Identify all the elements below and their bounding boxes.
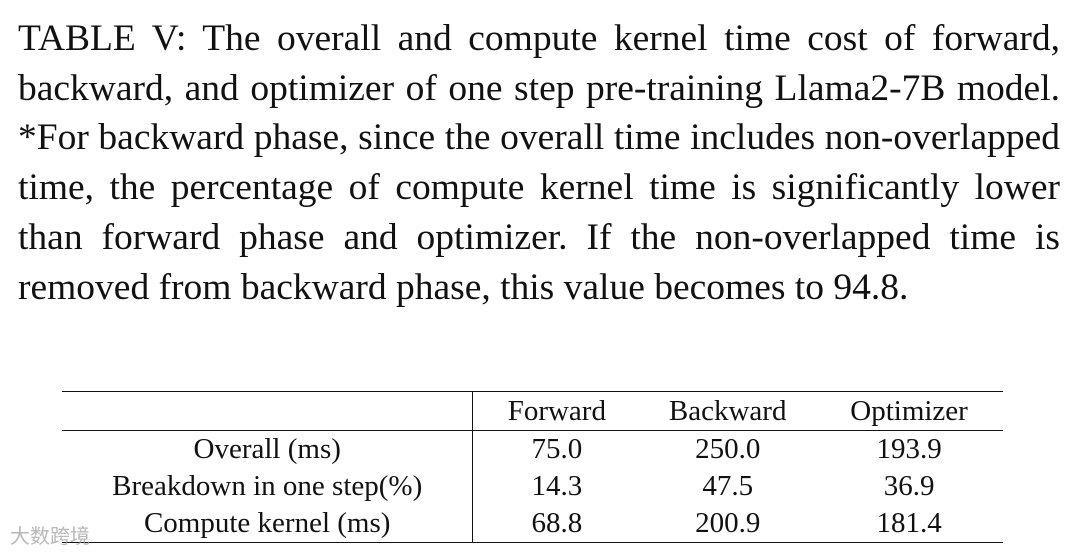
header-cell: Forward [472,391,641,431]
watermark: 大数跨境 [10,524,90,548]
table-caption: TABLE V: The overall and compute kernel … [18,18,1060,308]
table-row: Overall (ms) 75.0 250.0 193.9 [62,430,1003,468]
row-label: Overall (ms) [62,430,474,468]
data-table: Forward Backward Optimizer Overall (ms) … [62,391,1003,543]
row-label: Compute kernel (ms) [62,505,474,543]
cell: 75.0 [531,433,583,465]
table-row: Breakdown in one step(%) 14.3 47.5 36.9 [62,468,1003,505]
row-label: Breakdown in one step(%) [62,468,474,505]
cell: 47.5 [702,470,754,502]
cell: 181.4 [876,507,942,539]
cell: 193.9 [876,433,942,465]
header-cell: Backward [640,391,816,431]
header-cell: Optimizer [815,391,1003,431]
cell: 68.8 [531,507,583,539]
cell: 14.3 [531,470,583,502]
table-row: Compute kernel (ms) 68.8 200.9 181.4 [62,505,1003,543]
header-row: Forward Backward Optimizer [62,391,1003,431]
header-cell [62,391,474,431]
cell: 200.9 [695,507,761,539]
cell: 250.0 [695,433,761,465]
cell: 36.9 [883,470,935,502]
